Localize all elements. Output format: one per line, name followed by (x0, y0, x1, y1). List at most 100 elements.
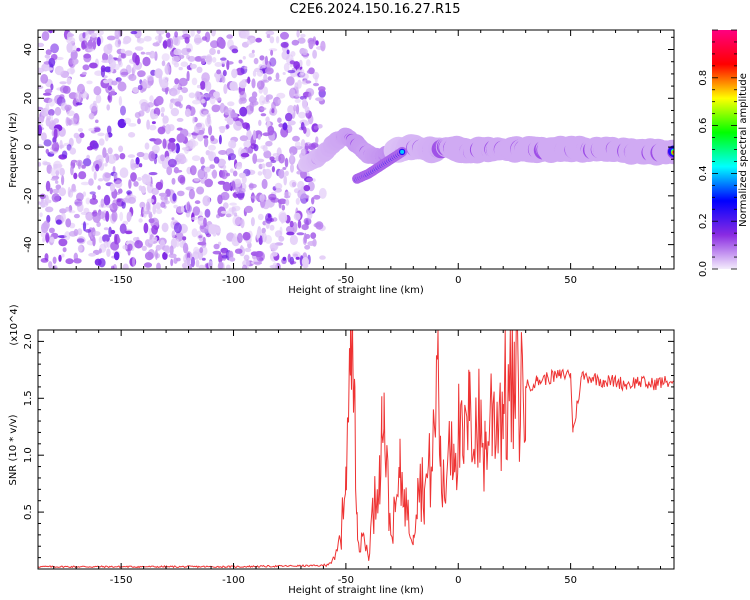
noise-blob (149, 50, 156, 59)
noise-blob (305, 80, 312, 84)
noise-blob (118, 145, 124, 153)
noise-blob (169, 245, 174, 255)
noise-blob (100, 65, 106, 73)
noise-blob (291, 39, 299, 46)
noise-blob (82, 64, 90, 71)
noise-blob (162, 138, 167, 149)
noise-blob (82, 158, 92, 167)
noise-blob (186, 252, 191, 259)
y-tick-label: -20 (23, 188, 34, 204)
noise-blob (297, 37, 306, 44)
noise-blob (73, 228, 79, 237)
noise-blob (222, 181, 231, 192)
noise-blob (238, 59, 243, 64)
noise-blob (209, 47, 216, 56)
noise-blob (181, 147, 189, 151)
noise-blob (258, 64, 263, 70)
noise-blob (232, 170, 238, 177)
noise-blob (218, 38, 226, 49)
noise-blob (203, 217, 207, 228)
noise-blob (70, 49, 78, 60)
noise-blob (120, 48, 126, 54)
noise-blob (229, 168, 234, 173)
noise-blob (192, 131, 198, 140)
noise-blob (174, 78, 180, 85)
noise-blob (196, 30, 201, 34)
colorbar-label: Normalized spectral amplitude (738, 73, 749, 227)
noise-blob (293, 104, 297, 112)
noise-blob (167, 158, 177, 168)
colorbar-ticks: 0.0 0.2 0.4 0.6 0.8 (698, 29, 737, 277)
x-tick-label: -150 (110, 575, 133, 586)
noise-blob (296, 30, 300, 38)
noise-blob (285, 199, 290, 206)
noise-blob (208, 124, 213, 136)
noise-blob (199, 80, 206, 90)
noise-blob (292, 221, 298, 233)
noise-blob (162, 76, 169, 82)
noise-blob (234, 248, 243, 254)
noise-blob (66, 77, 72, 85)
noise-blob (298, 111, 306, 119)
noise-blob (306, 59, 311, 67)
noise-blob (283, 62, 290, 72)
noise-blob (59, 167, 65, 176)
noise-blob (265, 30, 275, 36)
noise-blob (89, 62, 98, 69)
x-tick-label: -150 (110, 275, 133, 286)
noise-blob (168, 148, 172, 154)
snr-panel: -150 -100 -50 0 50 0.5 1.0 1.5 2.0 Height of st… (8, 304, 675, 596)
noise-blob (183, 158, 188, 163)
noise-blob (219, 170, 226, 179)
noise-blob (240, 152, 250, 158)
noise-blob (204, 171, 208, 180)
noise-blob (134, 112, 141, 119)
noise-blob (198, 235, 203, 239)
noise-blob (117, 40, 122, 45)
noise-blob (310, 232, 317, 240)
noise-blob (52, 265, 57, 269)
noise-blob (278, 153, 285, 164)
noise-blob (73, 258, 82, 264)
noise-blob (254, 250, 263, 258)
y-tick-label: 2.0 (23, 333, 34, 349)
noise-blob (268, 48, 278, 52)
noise-blob (102, 52, 109, 62)
noise-blob (284, 170, 289, 176)
noise-blob (148, 239, 158, 245)
noise-blob (168, 253, 177, 259)
noise-blob (120, 71, 129, 76)
noise-blob (172, 84, 181, 96)
x-tick-label: 0 (455, 575, 461, 586)
noise-blob (95, 119, 99, 124)
noise-blob (68, 92, 78, 100)
noise-blob (134, 54, 140, 66)
noise-blob (107, 154, 117, 164)
noise-blob (178, 54, 185, 60)
noise-blob (168, 37, 173, 49)
noise-blob (140, 101, 149, 112)
noise-blob (45, 180, 51, 192)
noise-blob (58, 238, 68, 247)
noise-blob (137, 118, 141, 125)
noise-blob (213, 91, 220, 98)
noise-blob (171, 177, 176, 185)
noise-blob (277, 117, 282, 123)
noise-blob (287, 69, 296, 74)
noise-blob (228, 155, 231, 161)
noise-blob (53, 118, 60, 124)
noise-blob (83, 53, 91, 59)
noise-blob (252, 130, 257, 141)
noise-blob (73, 213, 80, 219)
noise-blob (214, 62, 223, 67)
noise-blob (178, 66, 183, 71)
snr-scale-label: (x10^4) (9, 304, 20, 345)
noise-blob (304, 244, 311, 250)
noise-blob (297, 180, 305, 190)
noise-blob (217, 180, 226, 185)
noise-blob (92, 231, 101, 236)
noise-blob (186, 70, 190, 81)
noise-blob (292, 135, 300, 142)
noise-blob (303, 184, 311, 192)
noise-blob (136, 151, 145, 158)
